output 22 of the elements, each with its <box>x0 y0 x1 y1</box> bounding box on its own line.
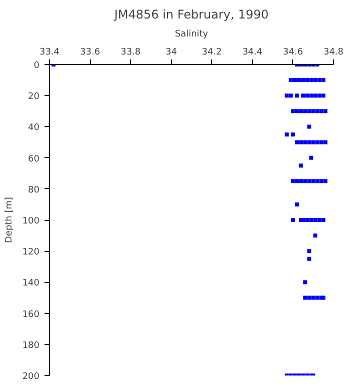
y-tick-label: 60 <box>28 154 40 164</box>
y-tick-label: 140 <box>22 278 40 289</box>
y-tick-label: 180 <box>22 340 40 351</box>
y-tick-label: 100 <box>22 216 40 226</box>
x-tick-label: 34.4 <box>242 48 263 58</box>
x-tick-label: 33.8 <box>120 48 141 58</box>
y-tick-label: 0 <box>34 61 40 71</box>
y-tick-label: 200 <box>22 372 40 382</box>
y-tick-label: 80 <box>28 185 40 196</box>
x-tick-label: 33.4 <box>39 48 60 58</box>
x-tick-label: 34.2 <box>202 48 222 58</box>
x-tick-label: 34.8 <box>323 48 344 58</box>
x-tick-label: 33.6 <box>80 48 100 58</box>
y-tick-label: 40 <box>28 123 40 134</box>
x-tick-label: 34 <box>165 48 178 58</box>
x-tick-label: 34.6 <box>282 48 304 58</box>
y-tick-label: 160 <box>22 310 40 320</box>
y-tick-label: 120 <box>22 248 40 258</box>
x-axis-title: Salinity <box>174 30 209 40</box>
y-tick-label: 20 <box>28 92 40 102</box>
y-axis-title: Depth [m] <box>4 196 14 244</box>
chart-title: JM4856 in February, 1990 <box>113 8 269 22</box>
